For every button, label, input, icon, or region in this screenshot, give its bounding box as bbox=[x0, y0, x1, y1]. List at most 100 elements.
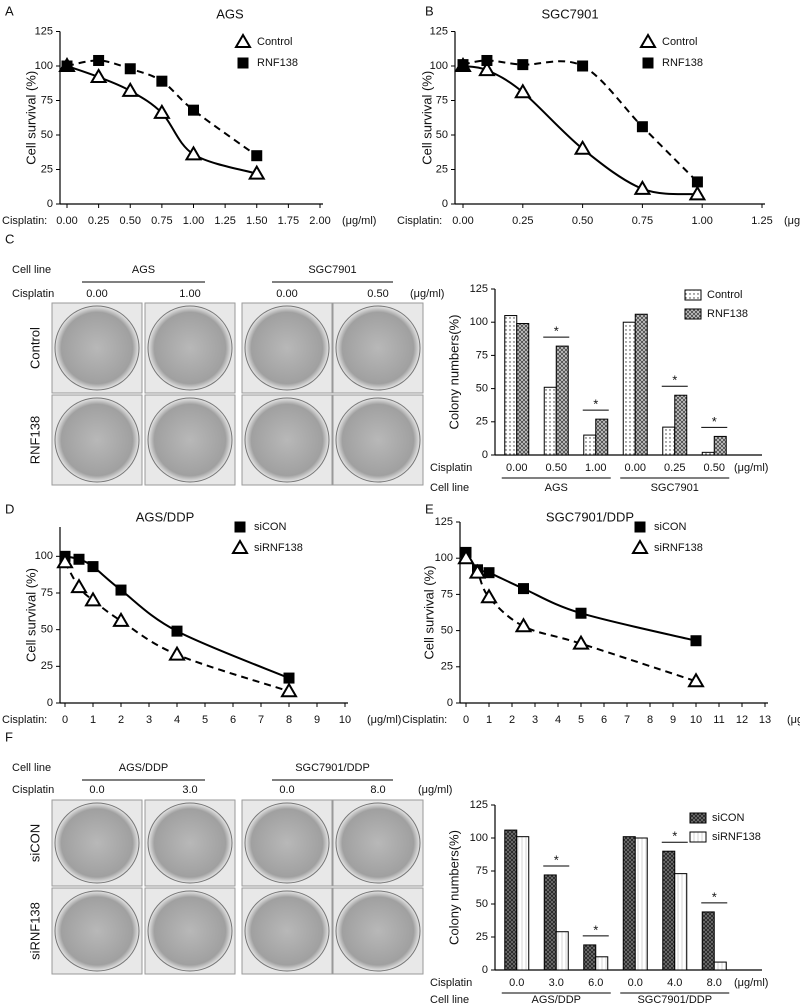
y-axis-label: Cell survival (%) bbox=[421, 566, 436, 660]
marker-square bbox=[188, 104, 199, 116]
bar bbox=[634, 313, 648, 456]
y-tick-label: 0 bbox=[47, 198, 53, 210]
x-tick-label: 0.50 bbox=[572, 215, 593, 227]
significance-star: * bbox=[712, 414, 717, 429]
x-tick-label: 8.0 bbox=[707, 977, 722, 989]
legend-label: siCON bbox=[712, 812, 744, 824]
x-axis-unit: (μg/ml) bbox=[367, 714, 401, 726]
x-tick-label: 1.50 bbox=[246, 215, 267, 227]
x-tick-label: 5 bbox=[202, 714, 208, 726]
marker-square bbox=[73, 553, 85, 565]
photo-well bbox=[244, 890, 330, 972]
legend-label: siRNF138 bbox=[254, 542, 303, 554]
x-tick-label: 5 bbox=[578, 714, 584, 726]
marker-triangle bbox=[688, 185, 707, 201]
legend-label: siCON bbox=[254, 521, 286, 533]
x-tick-label: 0 bbox=[463, 714, 469, 726]
x-tick-label: 1.75 bbox=[278, 215, 299, 227]
x-axis-unit: (μg/ml) bbox=[342, 215, 376, 227]
x-tick-label: 0.00 bbox=[625, 462, 646, 474]
y-tick-label: 75 bbox=[41, 587, 53, 599]
marker-triangle bbox=[478, 61, 496, 77]
y-tick-label: 25 bbox=[476, 931, 488, 943]
marker-triangle bbox=[56, 553, 74, 569]
marker-square bbox=[87, 561, 99, 573]
panel-letter: E bbox=[425, 501, 434, 516]
marker-triangle bbox=[168, 645, 186, 661]
x-axis-label: Cisplatin: bbox=[397, 215, 442, 227]
significance-star: * bbox=[593, 922, 598, 937]
dose-unit: (μg/ml) bbox=[410, 288, 444, 300]
x-tick-label: 6 bbox=[601, 714, 607, 726]
photo-well bbox=[335, 305, 421, 391]
x-tick-label: 7 bbox=[624, 714, 630, 726]
legend-swatch bbox=[689, 831, 707, 843]
dose-label: 3.0 bbox=[182, 784, 197, 796]
y-tick-label: 125 bbox=[435, 516, 453, 528]
x-tick-label: 1.00 bbox=[183, 215, 204, 227]
legend-label: siRNF138 bbox=[712, 831, 761, 843]
y-tick-label: 50 bbox=[41, 624, 53, 636]
bar bbox=[516, 323, 530, 456]
x-tick-label: 8 bbox=[647, 714, 653, 726]
legend-swatch bbox=[684, 308, 702, 320]
photo-well bbox=[244, 305, 330, 391]
marker-square bbox=[93, 54, 105, 66]
marker-triangle bbox=[112, 611, 130, 627]
x-tick-label: 10 bbox=[690, 714, 702, 726]
chart-title: AGS/DDP bbox=[136, 509, 195, 524]
marker-triangle bbox=[514, 83, 532, 99]
dose-label: 1.00 bbox=[179, 288, 200, 300]
dose-label: 0.00 bbox=[276, 288, 297, 300]
bar bbox=[674, 394, 688, 456]
legend-label: Control bbox=[707, 289, 742, 301]
y-tick-label: 25 bbox=[41, 163, 53, 175]
row-label: siCON bbox=[27, 824, 42, 862]
series-line bbox=[465, 551, 697, 642]
marker-triangle bbox=[687, 672, 705, 688]
chart-title: AGS bbox=[216, 6, 244, 21]
dose-label: 0.00 bbox=[86, 288, 107, 300]
photo-well bbox=[147, 890, 233, 972]
dose-label: 0.50 bbox=[367, 288, 388, 300]
x-tick-label: 0.00 bbox=[506, 462, 527, 474]
photo-well bbox=[54, 397, 140, 483]
marker-square bbox=[251, 150, 263, 162]
y-tick-label: 100 bbox=[430, 60, 448, 72]
y-tick-label: 75 bbox=[436, 94, 448, 106]
panel-letter: B bbox=[425, 3, 434, 18]
row-label: Control bbox=[27, 327, 42, 369]
panel-letter: C bbox=[5, 231, 14, 246]
x-tick-label: 1 bbox=[486, 714, 492, 726]
marker-triangle bbox=[248, 164, 266, 180]
marker-triangle bbox=[70, 578, 88, 594]
photo-well bbox=[147, 305, 233, 391]
series-line bbox=[465, 557, 697, 683]
cell-line-name: AGS bbox=[132, 264, 155, 276]
x-tick-label: 0.50 bbox=[704, 462, 725, 474]
marker-triangle bbox=[631, 539, 649, 554]
y-tick-label: 25 bbox=[441, 661, 453, 673]
photo-well bbox=[54, 890, 140, 972]
series-line bbox=[462, 65, 698, 196]
y-tick-label: 0 bbox=[482, 964, 488, 976]
y-axis-label: Cell survival (%) bbox=[419, 71, 434, 165]
y-tick-label: 75 bbox=[476, 865, 488, 877]
photo-well bbox=[335, 802, 421, 884]
cell-line-label: Cell line bbox=[12, 762, 51, 774]
significance-star: * bbox=[593, 397, 598, 412]
y-tick-label: 100 bbox=[435, 552, 453, 564]
cell-line-name: SGC7901/DDP bbox=[295, 762, 370, 774]
photo-well bbox=[335, 397, 421, 483]
bar bbox=[504, 315, 518, 456]
marker-square bbox=[457, 59, 469, 71]
marker-square bbox=[481, 54, 493, 66]
y-tick-label: 75 bbox=[41, 94, 53, 106]
x-tick-label: 0.50 bbox=[546, 462, 567, 474]
marker-triangle bbox=[89, 68, 108, 84]
x-tick-label: 0.25 bbox=[88, 215, 109, 227]
x-tick-label: 2 bbox=[118, 714, 124, 726]
legend-swatch bbox=[689, 812, 707, 824]
x-tick-label: 3.0 bbox=[549, 977, 564, 989]
bar bbox=[713, 961, 727, 971]
